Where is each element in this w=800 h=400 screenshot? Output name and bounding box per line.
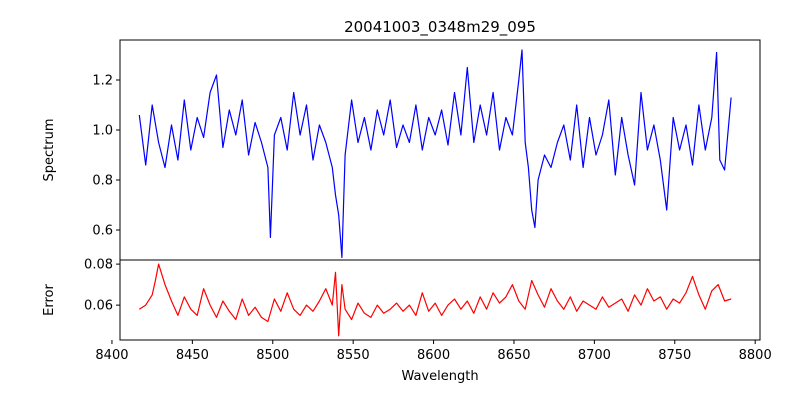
x-tick-label: 8750: [658, 348, 691, 363]
error-series-line: [138, 263, 732, 337]
x-tick-label: 8600: [417, 348, 450, 363]
spectrum-y-axis-label: Spectrum: [42, 119, 57, 182]
x-tick-label: 8700: [578, 348, 611, 363]
error-y-tick-label: 0.08: [84, 258, 113, 273]
x-tick-label: 8550: [337, 348, 370, 363]
error-y-axis-label: Error: [42, 284, 57, 316]
spectrum-y-tick-label: 0.6: [92, 224, 113, 239]
error-y-tick-label: 0.06: [84, 299, 113, 314]
spectrum-series-line: [138, 49, 732, 259]
spectrum-y-tick-label: 0.8: [92, 174, 113, 189]
error-axes-frame: [119, 259, 761, 341]
x-tick-label: 8400: [95, 348, 128, 363]
x-tick-label: 8450: [176, 348, 209, 363]
error-panel: Error Wavelength 0.06 0.08 8400 8450 8500 855…: [42, 258, 772, 384]
spectrum-ticks: 0.6 0.8 1.0 1.2: [92, 74, 120, 239]
error-ticks: 0.06 0.08 8400 8450 8500 8550 8600 8650 8700 8750…: [84, 258, 772, 363]
x-tick-label: 8500: [256, 348, 289, 363]
spectrum-y-tick-label: 1.2: [92, 74, 113, 89]
spectrum-y-tick-label: 1.0: [92, 124, 113, 139]
x-axis-label: Wavelength: [401, 369, 478, 384]
chart-title: 20041003_0348m29_095: [344, 18, 536, 37]
x-tick-label: 8800: [739, 348, 772, 363]
x-tick-label: 8650: [497, 348, 530, 363]
spectrum-panel: 20041003_0348m29_095 Spectrum 0.6 0.8 1.0 1…: [42, 18, 761, 261]
